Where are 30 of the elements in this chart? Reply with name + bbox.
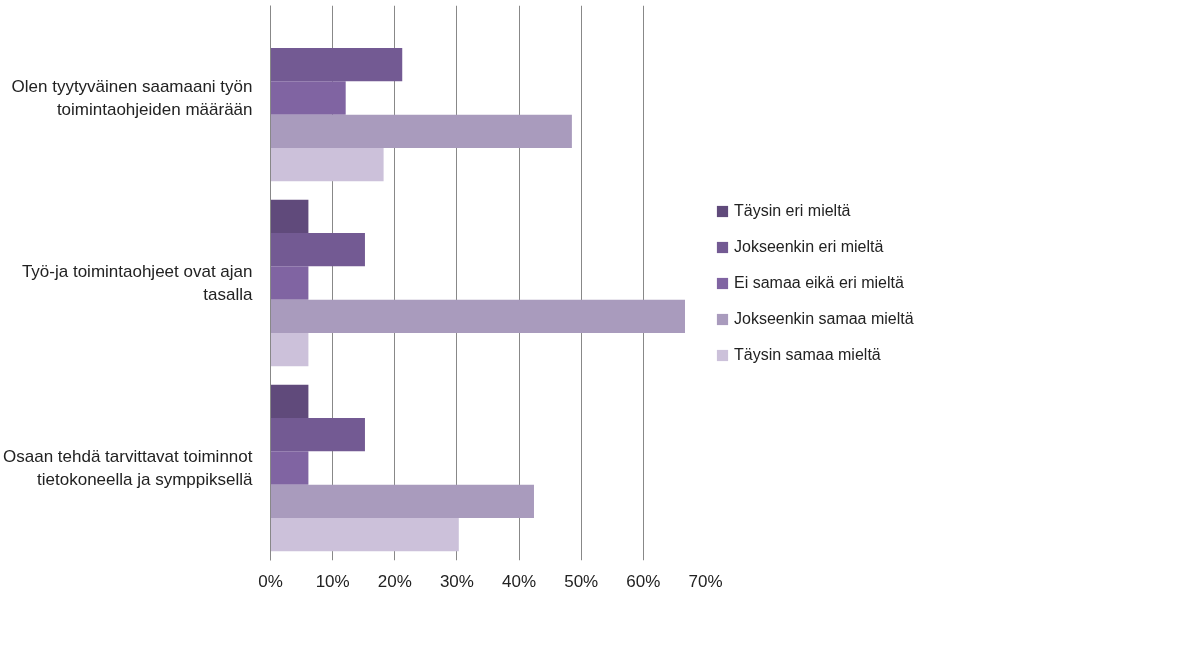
y-tick-label: Osaan tehdä tarvittavat toiminnot tietokoneella ja symppiksellä bbox=[3, 447, 254, 489]
bar bbox=[270, 48, 403, 82]
x-tick-label: 50% bbox=[564, 571, 599, 591]
x-tick-label: 70% bbox=[688, 571, 723, 591]
x-tick-label: 30% bbox=[439, 571, 474, 591]
x-tick-label: 10% bbox=[315, 571, 350, 591]
bar bbox=[270, 147, 384, 182]
y-tick-label: Työ-ja toimintaohjeet ovat ajan tasalla bbox=[21, 262, 254, 304]
bar bbox=[270, 199, 309, 234]
legend-label: Täysin eri mieltä bbox=[734, 201, 851, 220]
bar bbox=[270, 81, 346, 115]
bar bbox=[270, 384, 309, 419]
x-tick-label: 20% bbox=[377, 571, 412, 591]
bar bbox=[270, 266, 309, 300]
bar bbox=[270, 418, 365, 452]
bar bbox=[270, 484, 534, 518]
bar bbox=[270, 114, 572, 148]
legend-label: Ei samaa eikä eri mieltä bbox=[734, 273, 904, 292]
legend-label: Täysin samaa mieltä bbox=[734, 345, 881, 364]
bar bbox=[270, 451, 309, 485]
x-tick-label: 40% bbox=[502, 571, 537, 591]
legend-label: Jokseenkin eri mieltä bbox=[734, 237, 884, 256]
legend-label: Jokseenkin samaa mieltä bbox=[734, 309, 914, 328]
bar bbox=[270, 517, 459, 552]
bar bbox=[270, 332, 309, 367]
bar bbox=[270, 233, 365, 267]
y-tick-label: Olen tyytyväinen saamaani työn toimintaohjeiden määrään bbox=[11, 77, 253, 119]
x-tick-label: 60% bbox=[626, 571, 661, 591]
x-tick-label: 0% bbox=[258, 571, 283, 591]
bar bbox=[270, 299, 685, 333]
